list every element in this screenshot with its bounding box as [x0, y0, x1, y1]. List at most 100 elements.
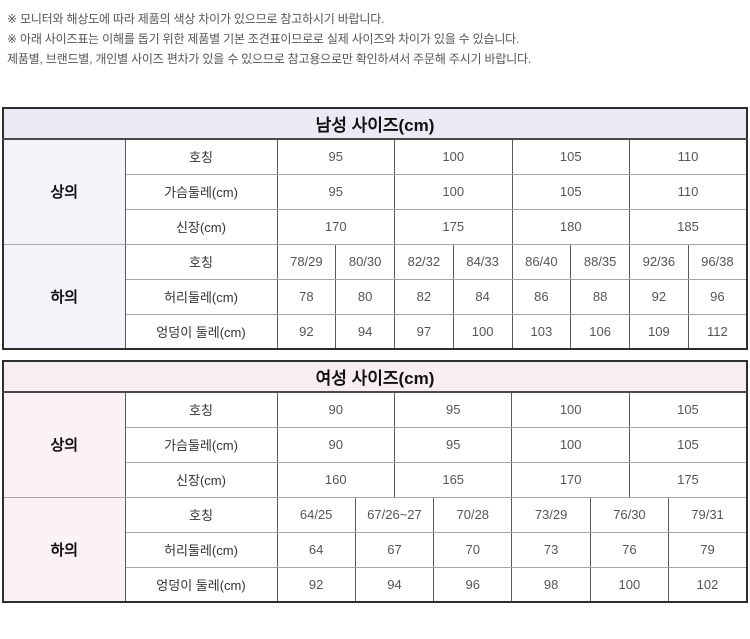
category-cell-tops: 상의: [2, 391, 126, 498]
size-value: 84/33: [452, 243, 513, 280]
size-value: 96: [687, 278, 748, 315]
category-cell-bottoms: 하의: [2, 496, 126, 603]
mens-size-table: 남성 사이즈(cm) 상의 호칭 95 100 105 110 가슴둘레(cm)…: [2, 107, 748, 350]
size-value: 100: [511, 391, 630, 428]
table-row: 남성 사이즈(cm): [2, 107, 748, 140]
table-row: 가슴둘레(cm) 95 100 105 110: [3, 173, 748, 210]
table-row: 하의 호칭 78/29 80/30 82/32 84/33 86/40 88/3…: [2, 243, 748, 350]
size-value: 109: [629, 313, 689, 350]
row-label: 허리둘레(cm): [124, 531, 278, 568]
size-value: 64: [276, 531, 356, 568]
size-value: 79: [668, 531, 748, 568]
size-value: 82/32: [394, 243, 454, 280]
size-value: 92: [276, 313, 337, 350]
size-value: 80/30: [335, 243, 395, 280]
size-value: 170: [276, 208, 395, 245]
size-value: 106: [570, 313, 630, 350]
womens-size-table: 여성 사이즈(cm) 상의 호칭 90 95 100 105 가슴둘레(cm) …: [2, 360, 748, 603]
size-value: 100: [394, 173, 513, 210]
table-row: 엉덩이 둘레(cm) 92 94 96 98 100 102: [3, 566, 748, 603]
size-value: 105: [511, 173, 630, 210]
size-value: 70/28: [433, 496, 513, 533]
size-value: 92/36: [629, 243, 689, 280]
size-value: 96/38: [687, 243, 748, 280]
size-value: 84: [452, 278, 513, 315]
row-label: 엉덩이 둘레(cm): [124, 313, 278, 350]
notice-line: 제품별, 브랜드별, 개인별 사이즈 편차가 있을 수 있으므로 참고용으로만 …: [7, 52, 531, 66]
size-value: 95: [393, 426, 513, 463]
mens-table-title: 남성 사이즈(cm): [2, 107, 748, 140]
row-label: 호칭: [124, 496, 278, 533]
size-value: 100: [394, 138, 513, 175]
table-row: 신장(cm) 170 175 180 185: [3, 208, 748, 245]
size-value: 180: [511, 208, 630, 245]
size-value: 95: [276, 138, 395, 175]
size-value: 98: [511, 566, 591, 603]
size-value: 97: [394, 313, 454, 350]
size-value: 80: [335, 278, 395, 315]
size-value: 105: [511, 138, 630, 175]
row-label: 허리둘레(cm): [124, 278, 278, 315]
size-value: 102: [668, 566, 748, 603]
row-label: 호칭: [124, 243, 278, 280]
size-value: 79/31: [668, 496, 748, 533]
size-value: 88: [570, 278, 630, 315]
size-value: 100: [511, 426, 630, 463]
size-value: 92: [276, 566, 356, 603]
size-value: 95: [276, 173, 395, 210]
size-value: 70: [433, 531, 513, 568]
size-value: 88/35: [570, 243, 630, 280]
size-value: 73/29: [511, 496, 591, 533]
row-label: 신장(cm): [124, 208, 278, 245]
size-value: 103: [511, 313, 572, 350]
size-value: 175: [628, 461, 748, 498]
size-value: 76: [589, 531, 670, 568]
size-value: 78/29: [276, 243, 337, 280]
size-value: 78: [276, 278, 337, 315]
size-value: 67/26~27: [354, 496, 435, 533]
size-value: 86: [511, 278, 572, 315]
row-label: 가슴둘레(cm): [124, 173, 278, 210]
size-value: 67: [354, 531, 435, 568]
table-row: 가슴둘레(cm) 90 95 100 105: [3, 426, 748, 463]
row-label: 신장(cm): [124, 461, 278, 498]
size-value: 64/25: [276, 496, 356, 533]
size-value: 110: [629, 138, 748, 175]
size-value: 105: [628, 426, 748, 463]
womens-table-title: 여성 사이즈(cm): [2, 360, 748, 393]
notice-line: ※ 모니터와 해상도에 따라 제품의 색상 차이가 있으므로 참고하시기 바랍니…: [7, 12, 385, 26]
size-value: 90: [276, 426, 395, 463]
size-value: 110: [629, 173, 748, 210]
size-value: 96: [433, 566, 513, 603]
size-value: 95: [393, 391, 513, 428]
category-cell-bottoms: 하의: [2, 243, 126, 350]
row-label: 호칭: [124, 391, 278, 428]
table-row: 여성 사이즈(cm): [2, 360, 748, 393]
notice-text: ※ 모니터와 해상도에 따라 제품의 색상 차이가 있으므로 참고하시기 바랍니…: [0, 0, 750, 69]
size-value: 76/30: [589, 496, 670, 533]
size-value: 86/40: [511, 243, 572, 280]
row-label: 엉덩이 둘레(cm): [124, 566, 278, 603]
row-label: 가슴둘레(cm): [124, 426, 278, 463]
row-label: 호칭: [124, 138, 278, 175]
size-value: 100: [452, 313, 513, 350]
size-value: 112: [687, 313, 748, 350]
size-value: 82: [394, 278, 454, 315]
table-row: 신장(cm) 160 165 170 175: [3, 461, 748, 498]
size-value: 105: [628, 391, 748, 428]
size-value: 73: [511, 531, 591, 568]
size-value: 165: [393, 461, 513, 498]
size-value: 94: [354, 566, 435, 603]
size-value: 160: [276, 461, 395, 498]
size-value: 94: [335, 313, 395, 350]
size-value: 90: [276, 391, 395, 428]
category-cell-tops: 상의: [2, 138, 126, 245]
table-row: 엉덩이 둘레(cm) 92 94 97 100 103 106 109 112: [3, 313, 748, 350]
size-value: 170: [511, 461, 630, 498]
size-value: 185: [629, 208, 748, 245]
size-value: 100: [589, 566, 670, 603]
table-row: 상의 호칭 90 95 100 105: [2, 391, 748, 498]
size-value: 175: [394, 208, 513, 245]
table-row: 허리둘레(cm) 78 80 82 84 86 88 92 96: [3, 278, 748, 315]
notice-line: ※ 아래 사이즈표는 이해를 돕기 위한 제품별 기본 조견표이므로로 실제 사…: [7, 32, 520, 46]
